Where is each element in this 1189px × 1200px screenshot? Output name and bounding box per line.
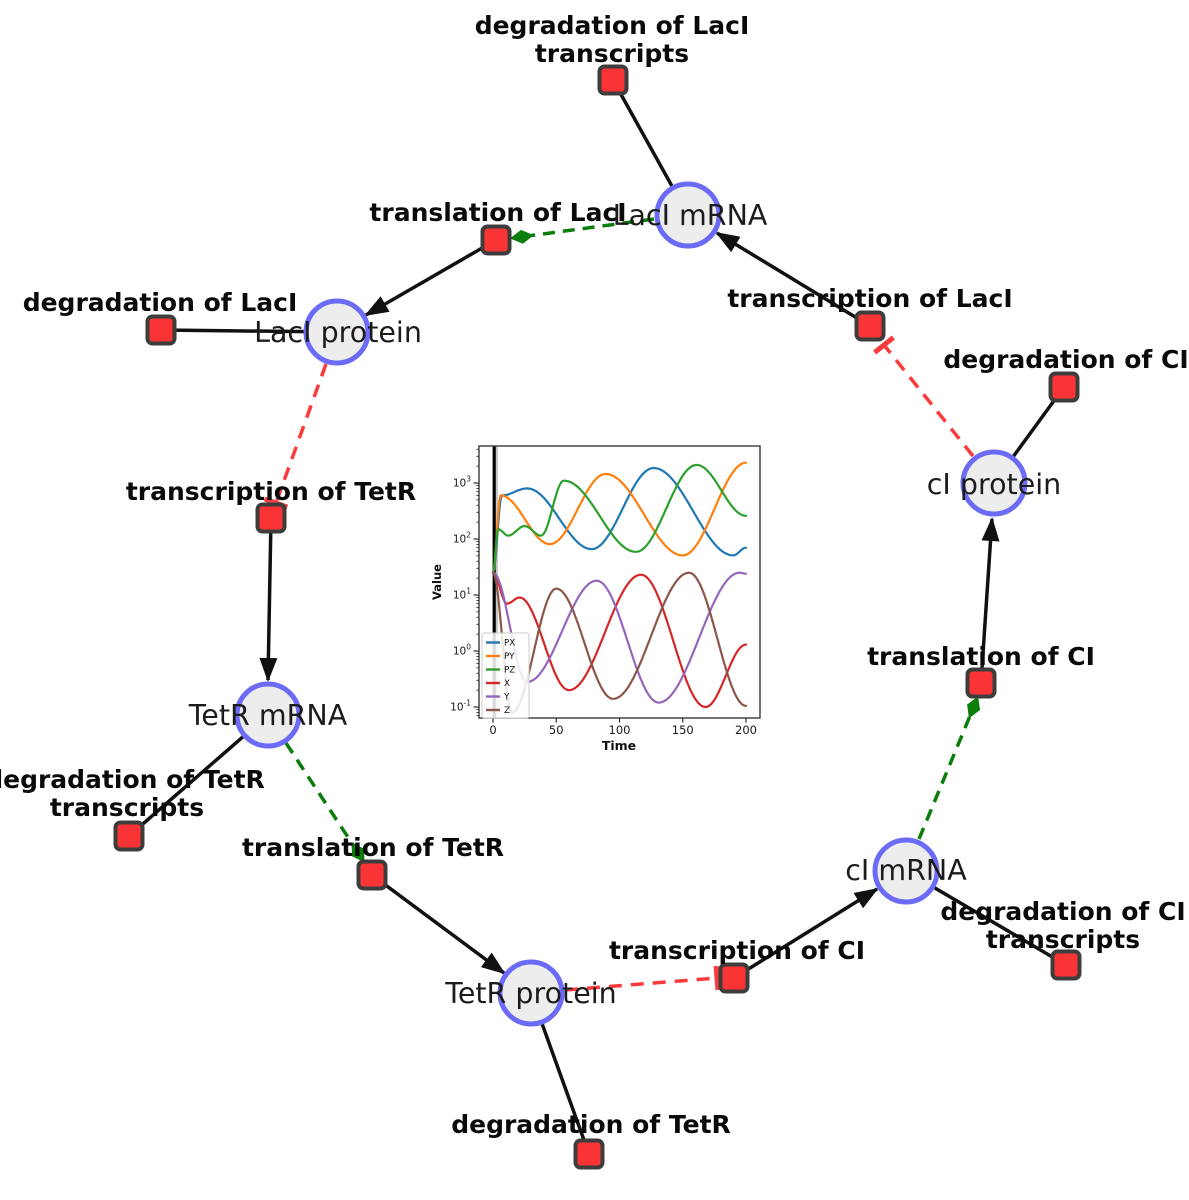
series-line-X [491, 571, 748, 709]
svg-text:50: 50 [549, 723, 564, 737]
edge-inhibition-ci-protein-to-transcription-laci [873, 335, 975, 458]
reaction-label-transcription-tetr: transcription of TetR [126, 477, 416, 506]
species-node-tetr-protein[interactable] [497, 959, 565, 1027]
edge-translation-of-ci [979, 517, 1000, 684]
edge-modifier-ci-mrna-to-translation [917, 696, 981, 840]
svg-text:150: 150 [672, 723, 694, 737]
series-line-PX [491, 466, 748, 574]
reaction-label-degradation-tetr: degradation of TetR [451, 1110, 731, 1139]
reaction-label-degradation-laci: degradation of LacI [23, 288, 298, 317]
reaction-label-transcription-laci: transcription of LacI [727, 284, 1012, 313]
reaction-label-degradation-laci-transcripts-2: transcripts [535, 39, 689, 68]
series-line-Y [491, 571, 748, 704]
edge-modifier-tetr-mrna-to-translation [284, 742, 365, 863]
edge-modifier-laci-mrna-to-translation [510, 217, 655, 244]
reaction-label-degradation-ci: degradation of CI [943, 345, 1188, 374]
svg-text:PZ: PZ [504, 666, 515, 676]
species-label-ci-mrna: cI mRNA [845, 854, 967, 887]
edge-transcription-of-laci [715, 231, 871, 328]
reaction-label-degradation-tetr-transcripts-1: degradation of TetR [0, 765, 265, 794]
species-node-laci-mrna[interactable] [654, 181, 722, 249]
y-axis-label: Value [430, 564, 444, 600]
chart-legend: PX PY PZ XYZ [481, 632, 530, 719]
reaction-label-translation-tetr: translation of TetR [242, 833, 504, 862]
reaction-label-degradation-ci-transcripts-1: degradation of CI [940, 897, 1185, 926]
species-label-tetr-protein: TetR protein [444, 977, 616, 1010]
reaction-node-transcription-tetr[interactable] [255, 502, 287, 534]
reaction-node-transcription-laci[interactable] [854, 310, 886, 342]
reaction-node-translation-tetr[interactable] [356, 859, 388, 891]
reaction-node-transcription-ci[interactable] [718, 962, 750, 994]
species-label-ci-protein: cI protein [927, 468, 1061, 501]
svg-text:PY: PY [504, 652, 515, 662]
svg-text:100: 100 [609, 723, 631, 737]
svg-text:Y: Y [503, 693, 510, 703]
reaction-label-degradation-tetr-transcripts-2: transcripts [50, 793, 204, 822]
reaction-label-translation-ci: translation of CI [867, 642, 1095, 671]
species-node-ci-protein[interactable] [960, 449, 1028, 517]
reaction-node-translation-ci[interactable] [965, 667, 997, 699]
series-line-Z [491, 571, 748, 714]
reaction-node-degradation-laci[interactable] [145, 314, 177, 346]
reaction-node-degradation-ci[interactable] [1048, 371, 1080, 403]
species-label-laci-mrna: LacI mRNA [613, 199, 768, 232]
edge-transcription-of-ci [733, 887, 879, 980]
reaction-node-degradation-ci-transcripts[interactable] [1050, 949, 1082, 981]
reaction-label-translation-laci: translation of LacI [369, 198, 626, 227]
species-label-laci-protein: LacI protein [254, 316, 422, 349]
edge-transcription-of-tetr [259, 517, 278, 682]
series-line-PZ [491, 463, 748, 574]
svg-text:X: X [504, 679, 510, 689]
reaction-label-degradation-laci-transcripts-1: degradation of LacI [475, 11, 750, 40]
svg-text:PX: PX [504, 639, 515, 649]
edge-inhibition-tetr-protein-to-transcription-ci [564, 965, 721, 992]
species-node-ci-mrna[interactable] [872, 837, 940, 905]
svg-text:Z: Z [504, 706, 510, 716]
species-label-tetr-mrna: TetR mRNA [188, 699, 348, 732]
reaction-label-transcription-ci: transcription of CI [609, 936, 865, 965]
svg-text:200: 200 [735, 723, 757, 737]
svg-text:0: 0 [489, 723, 496, 737]
reaction-label-degradation-ci-transcripts-2: transcripts [986, 925, 1140, 954]
reaction-node-degradation-tetr-transcripts[interactable] [113, 820, 145, 852]
edge-translation-of-laci [364, 238, 497, 317]
species-node-tetr-mrna[interactable] [234, 681, 302, 749]
x-axis-label: Time [602, 738, 636, 753]
reaction-node-degradation-tetr[interactable] [573, 1138, 605, 1170]
edge-inhibition-laci-protein-to-transcription-tetr [263, 363, 328, 510]
series-lines [491, 461, 748, 714]
reaction-node-degradation-laci-transcripts[interactable] [597, 64, 629, 96]
edge-translation-of-tetr [370, 873, 506, 975]
reaction-node-translation-laci[interactable] [480, 224, 512, 256]
species-node-laci-protein[interactable] [303, 298, 371, 366]
